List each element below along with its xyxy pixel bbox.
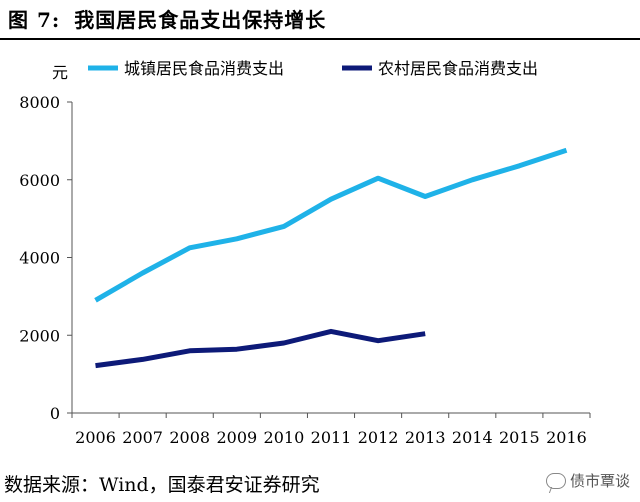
legend-label-2: 农村居民食品消费支出 bbox=[378, 59, 538, 78]
x-tick-label: 2014 bbox=[452, 428, 493, 447]
title-underline bbox=[0, 38, 640, 40]
series-line-2 bbox=[95, 328, 426, 369]
x-tick-label: 2010 bbox=[264, 428, 305, 447]
y-tick-label: 4000 bbox=[19, 249, 60, 268]
line-chart: 城镇居民食品消费支出 农村居民食品消费支出 元 0 2000 4000 6000 8000… bbox=[19, 59, 591, 447]
y-axis-label: 元 bbox=[52, 63, 68, 82]
source-note: 数据来源：Wind，国泰君安证券研究 bbox=[4, 474, 320, 496]
watermark-text: 债市覃谈 bbox=[569, 472, 630, 490]
x-tick-label: 2006 bbox=[75, 428, 116, 447]
figure-title-text: 我国居民食品支出保持增长 bbox=[74, 8, 327, 32]
y-tick-label: 0 bbox=[50, 404, 60, 423]
figure-number: 图 7: bbox=[8, 8, 61, 32]
x-tick-label: 2013 bbox=[405, 428, 446, 447]
legend-label-1: 城镇居民食品消费支出 bbox=[124, 59, 284, 78]
y-tick-label: 2000 bbox=[19, 326, 60, 345]
y-tick-label: 8000 bbox=[19, 93, 60, 112]
x-tick-label: 2007 bbox=[122, 428, 163, 447]
x-tick-label: 2008 bbox=[169, 428, 210, 447]
watermark: 债市覃谈 bbox=[545, 470, 630, 491]
chat-bubble-icon bbox=[545, 472, 566, 489]
x-axis-ticks: 2006 2007 2008 2009 2010 2011 2012 2013 2014 2015… bbox=[71, 413, 591, 447]
x-tick-label: 2011 bbox=[311, 428, 352, 447]
legend: 城镇居民食品消费支出 农村居民食品消费支出 bbox=[88, 59, 538, 78]
series-lines bbox=[94, 147, 568, 369]
x-tick-label: 2009 bbox=[216, 428, 257, 447]
series-line-1 bbox=[94, 147, 568, 303]
figure-title: 图 7: 我国居民食品支出保持增长 bbox=[8, 4, 326, 33]
x-tick-label: 2016 bbox=[546, 428, 587, 447]
x-tick-label: 2015 bbox=[499, 428, 540, 447]
x-tick-label: 2012 bbox=[358, 428, 399, 447]
y-axis-ticks: 0 2000 4000 6000 8000 bbox=[19, 93, 72, 423]
y-tick-label: 6000 bbox=[19, 171, 60, 190]
